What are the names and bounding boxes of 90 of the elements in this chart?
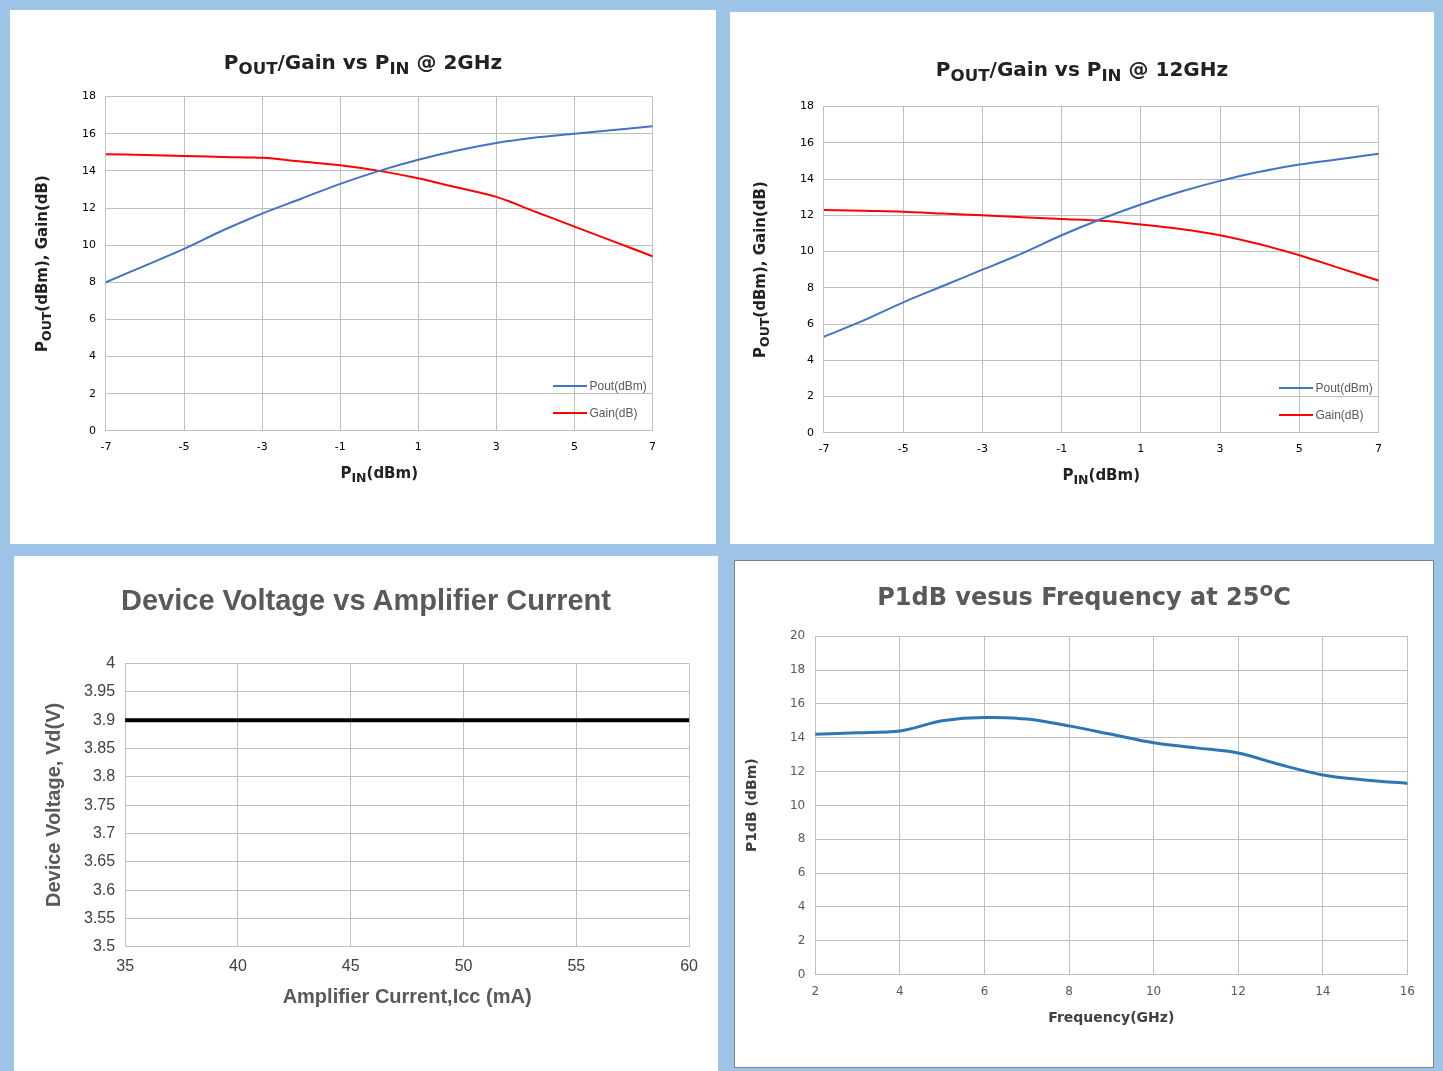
y-tick-label: 2 bbox=[807, 389, 814, 403]
y-tick-label: 2 bbox=[89, 386, 96, 400]
y-tick-label: 3.55 bbox=[84, 908, 116, 926]
line-series bbox=[106, 153, 653, 258]
y-tick-label: 3.65 bbox=[84, 852, 116, 870]
y-tick-label: 16 bbox=[789, 696, 806, 711]
y-tick-label: 12 bbox=[800, 208, 814, 222]
y-tick-label: 6 bbox=[797, 865, 806, 880]
y-tick-label: 3.75 bbox=[84, 795, 116, 813]
x-tick-label: 7 bbox=[649, 440, 656, 454]
y-tick-label: 4 bbox=[807, 353, 814, 367]
y-tick-label: 3.85 bbox=[84, 738, 116, 756]
y-tick-label: 3.8 bbox=[92, 767, 116, 785]
line-series bbox=[815, 715, 1408, 785]
x-tick-label: 35 bbox=[116, 956, 135, 974]
y-tick-label: 0 bbox=[89, 423, 96, 437]
y-tick-label: 14 bbox=[789, 729, 806, 744]
y-tick-label: 6 bbox=[807, 316, 814, 330]
x-tick-label: 5 bbox=[570, 440, 578, 454]
x-tick-label: 45 bbox=[341, 956, 360, 974]
y-tick-label: 14 bbox=[82, 163, 96, 177]
x-tick-label: 5 bbox=[1295, 442, 1303, 456]
legend-label: Gain(dB) bbox=[589, 406, 638, 421]
y-tick-label: 0 bbox=[797, 966, 806, 981]
x-tick-label: 55 bbox=[567, 956, 586, 974]
x-tick-label: -5 bbox=[178, 440, 190, 454]
legend-label: Pout(dBm) bbox=[1315, 381, 1373, 396]
line-series bbox=[106, 125, 653, 284]
y-axis-title: P1dB (dBm) bbox=[743, 758, 759, 853]
y-tick-label: 3.7 bbox=[92, 823, 116, 841]
line-series bbox=[824, 208, 1379, 282]
y-tick-label: 8 bbox=[797, 831, 806, 846]
x-tick-label: 1 bbox=[1137, 442, 1145, 456]
x-tick-label: -7 bbox=[100, 440, 112, 454]
x-tick-label: 40 bbox=[229, 956, 247, 974]
y-tick-label: 6 bbox=[89, 312, 96, 326]
x-tick-label: 50 bbox=[454, 956, 473, 974]
x-tick-label: -5 bbox=[897, 442, 909, 456]
x-axis-title: P$_{IN}$(dBm) bbox=[339, 463, 420, 485]
y-tick-label: 18 bbox=[789, 662, 806, 677]
y-tick-label: 18 bbox=[82, 89, 96, 103]
y-tick-label: 3.5 bbox=[92, 937, 116, 955]
y-tick-label: 10 bbox=[789, 797, 806, 812]
y-tick-label: 3.6 bbox=[92, 880, 116, 898]
y-tick-label: 14 bbox=[800, 171, 814, 185]
x-tick-label: -7 bbox=[818, 442, 830, 456]
y-tick-label: 2 bbox=[797, 932, 806, 947]
legend-label: Gain(dB) bbox=[1315, 408, 1364, 423]
legend-label: Pout(dBm) bbox=[589, 379, 647, 394]
y-tick-label: 3.9 bbox=[92, 710, 116, 728]
chart-title: P1dB vesus Frequency at 25$^{o}$C bbox=[876, 577, 1292, 611]
y-axis-title: Device Voltage, Vd(V) bbox=[42, 703, 65, 908]
x-tick-label: 60 bbox=[680, 956, 699, 974]
x-tick-label: -3 bbox=[256, 440, 268, 454]
x-tick-label: 12 bbox=[1230, 983, 1246, 998]
chart-title: P$_{OUT}$/Gain vs P$_{IN}$ @ 2GHz bbox=[222, 50, 504, 78]
x-tick-label: -3 bbox=[976, 442, 988, 456]
x-tick-label: 3 bbox=[1216, 442, 1224, 456]
x-tick-label: 4 bbox=[896, 983, 904, 998]
x-tick-label: -1 bbox=[1056, 442, 1068, 456]
y-tick-label: 8 bbox=[89, 275, 96, 289]
x-axis-title: Frequency(GHz) bbox=[1047, 1008, 1176, 1025]
y-tick-label: 12 bbox=[789, 763, 806, 778]
x-tick-label: 16 bbox=[1399, 983, 1416, 998]
y-tick-label: 8 bbox=[807, 280, 814, 294]
x-axis-title: Amplifier Current,Icc (mA) bbox=[281, 984, 533, 1008]
x-tick-label: -1 bbox=[334, 440, 346, 454]
x-tick-label: 8 bbox=[1065, 983, 1073, 998]
chart-title: P$_{OUT}$/Gain vs P$_{IN}$ @ 12GHz bbox=[934, 57, 1230, 85]
y-tick-label: 4 bbox=[797, 899, 806, 914]
y-tick-label: 16 bbox=[800, 135, 814, 149]
x-tick-label: 10 bbox=[1145, 983, 1162, 998]
y-tick-label: 0 bbox=[807, 425, 814, 439]
y-tick-label: 4 bbox=[106, 654, 116, 672]
y-tick-label: 4 bbox=[89, 349, 96, 363]
x-tick-label: 3 bbox=[492, 440, 500, 454]
y-tick-label: 10 bbox=[82, 237, 96, 251]
x-tick-label: 1 bbox=[414, 440, 422, 454]
y-tick-label: 16 bbox=[82, 126, 96, 140]
y-tick-label: 10 bbox=[800, 244, 814, 258]
y-tick-label: 20 bbox=[789, 628, 806, 643]
line-series bbox=[824, 152, 1379, 338]
x-axis-title: P$_{IN}$(dBm) bbox=[1061, 465, 1142, 487]
y-tick-label: 3.95 bbox=[84, 682, 116, 700]
x-tick-label: 14 bbox=[1315, 983, 1331, 998]
y-tick-label: 18 bbox=[800, 99, 814, 113]
y-tick-label: 12 bbox=[82, 200, 96, 214]
x-tick-label: 7 bbox=[1375, 442, 1382, 456]
x-tick-label: 6 bbox=[980, 983, 989, 998]
chart-title: Device Voltage vs Amplifier Current bbox=[120, 584, 612, 617]
